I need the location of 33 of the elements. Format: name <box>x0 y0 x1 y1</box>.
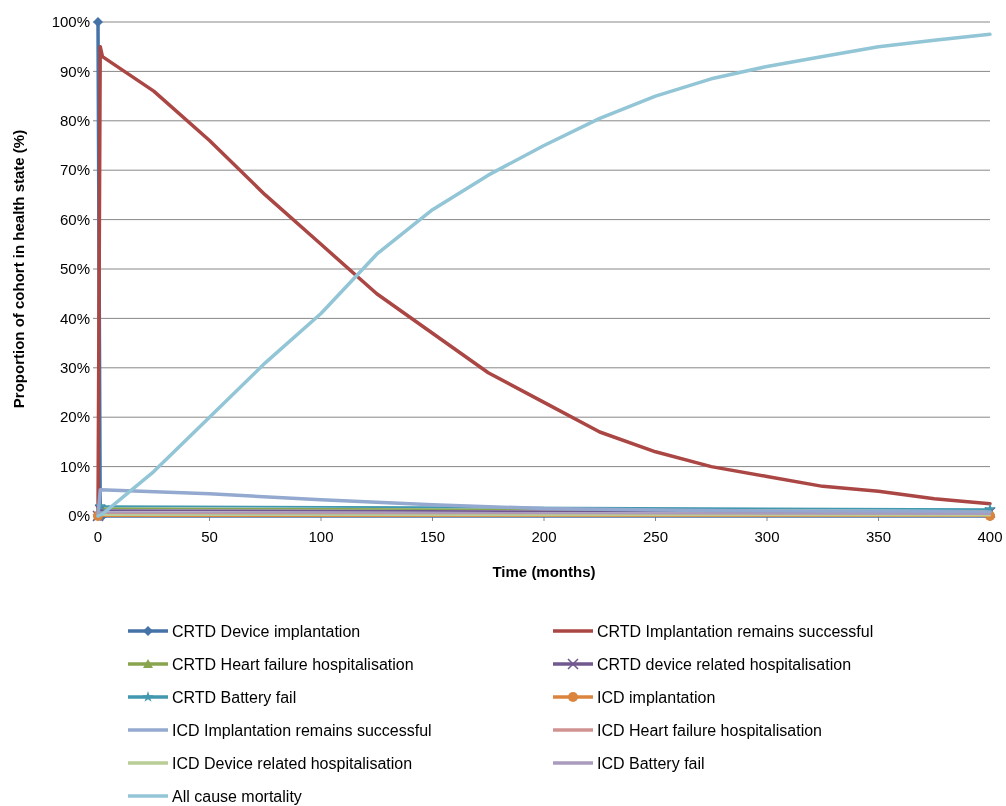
legend-label: CRTD Implantation remains successful <box>597 622 874 640</box>
x-tick-label: 150 <box>419 528 446 545</box>
x-tick-label: 100 <box>308 528 334 545</box>
legend-label: ICD Device related hospitalisation <box>172 754 413 772</box>
y-tick-label: 50% <box>59 260 90 278</box>
x-tick-label: 400 <box>977 528 1003 545</box>
legend-label: ICD implantation <box>597 688 716 706</box>
legend-label: ICD Implantation remains successful <box>172 721 432 739</box>
y-tick-label: 80% <box>59 112 90 130</box>
x-tick-label: 300 <box>754 528 780 545</box>
x-axis-title: Time (months) <box>492 563 596 580</box>
y-tick-label: 100% <box>51 13 90 31</box>
y-tick-label: 10% <box>59 457 90 475</box>
y-tick-label: 90% <box>59 62 90 80</box>
x-tick-label: 250 <box>642 528 669 545</box>
legend-label: CRTD device related hospitalisation <box>597 655 852 673</box>
legend-label: CRTD Device implantation <box>172 622 361 640</box>
y-tick-label: 30% <box>59 359 90 377</box>
x-tick-label: 350 <box>865 528 892 545</box>
x-tick-label: 50 <box>201 528 218 545</box>
legend-label: ICD Heart failure hospitalisation <box>597 721 822 739</box>
legend-label: ICD Battery fail <box>597 754 705 772</box>
legend-label: All cause mortality <box>172 787 302 805</box>
legend-label: CRTD Heart failure hospitalisation <box>172 655 414 673</box>
x-tick-label: 200 <box>531 528 557 545</box>
y-tick-label: 60% <box>59 210 90 228</box>
y-tick-label: 70% <box>59 161 90 179</box>
x-tick-label: 0 <box>93 528 103 545</box>
y-tick-label: 0% <box>68 507 90 525</box>
y-tick-label: 20% <box>59 408 90 426</box>
legend-label: CRTD Battery fail <box>172 688 297 706</box>
y-axis-title: Proportion of cohort in health state (%) <box>10 129 27 409</box>
y-tick-label: 40% <box>59 309 90 327</box>
